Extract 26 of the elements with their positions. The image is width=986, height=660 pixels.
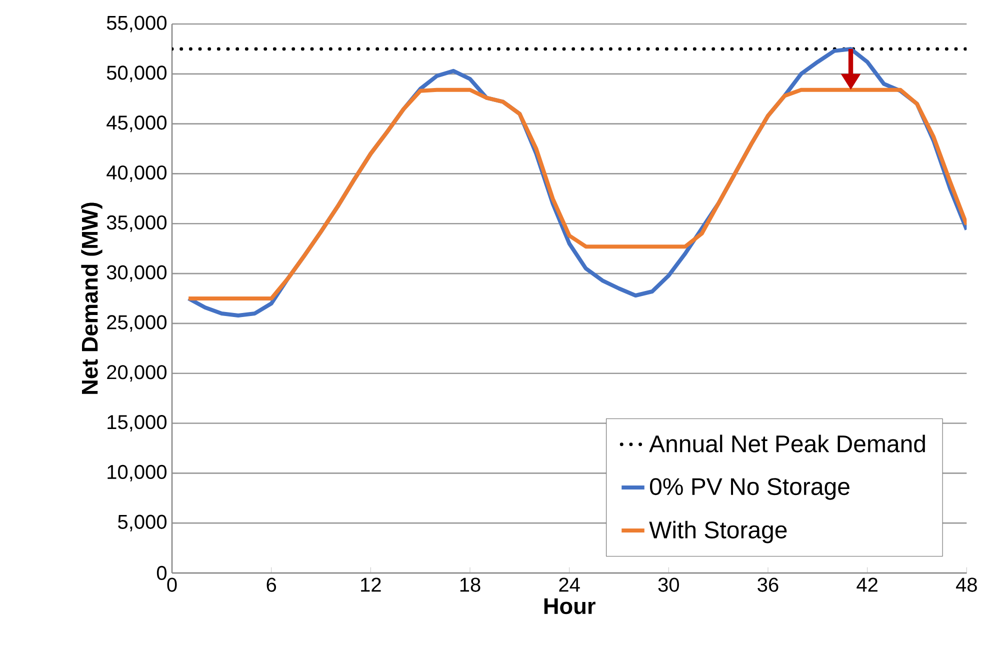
y-tick-label: 20,000 <box>107 365 166 382</box>
y-tick-label: 40,000 <box>106 165 166 182</box>
x-axis-title: Hour <box>544 598 596 614</box>
y-tick-label: 25,000 <box>107 315 166 332</box>
y-axis-title: Net Demand (MW) <box>81 202 102 394</box>
x-tick-label: 24 <box>559 578 580 592</box>
y-tick-label: 10,000 <box>108 464 166 482</box>
legend-label: With Storage <box>649 520 787 544</box>
legend-label: Annual Net Peak Demand <box>649 434 925 452</box>
x-tick-label: 30 <box>658 578 679 592</box>
x-tick-label: 48 <box>956 578 977 592</box>
y-tick-label: 55,000 <box>106 16 166 32</box>
x-tick-label: 12 <box>361 578 381 592</box>
x-tick-label: 6 <box>266 578 276 592</box>
x-tick-label: 42 <box>856 578 878 592</box>
y-tick-label: 5,000 <box>118 514 166 532</box>
x-tick-label: 0 <box>167 578 177 592</box>
x-tick-label: 18 <box>460 578 480 592</box>
y-tick-label: 30,000 <box>106 265 166 282</box>
y-tick-label: 0 <box>156 566 167 580</box>
y-tick-label: 45,000 <box>106 116 166 132</box>
x-tick-label: 36 <box>758 578 778 592</box>
y-tick-label: 15,000 <box>108 414 166 432</box>
y-tick-label: 50,000 <box>106 66 166 82</box>
legend-label: 0% PV No Storage <box>650 478 850 500</box>
y-tick-label: 35,000 <box>106 215 166 232</box>
